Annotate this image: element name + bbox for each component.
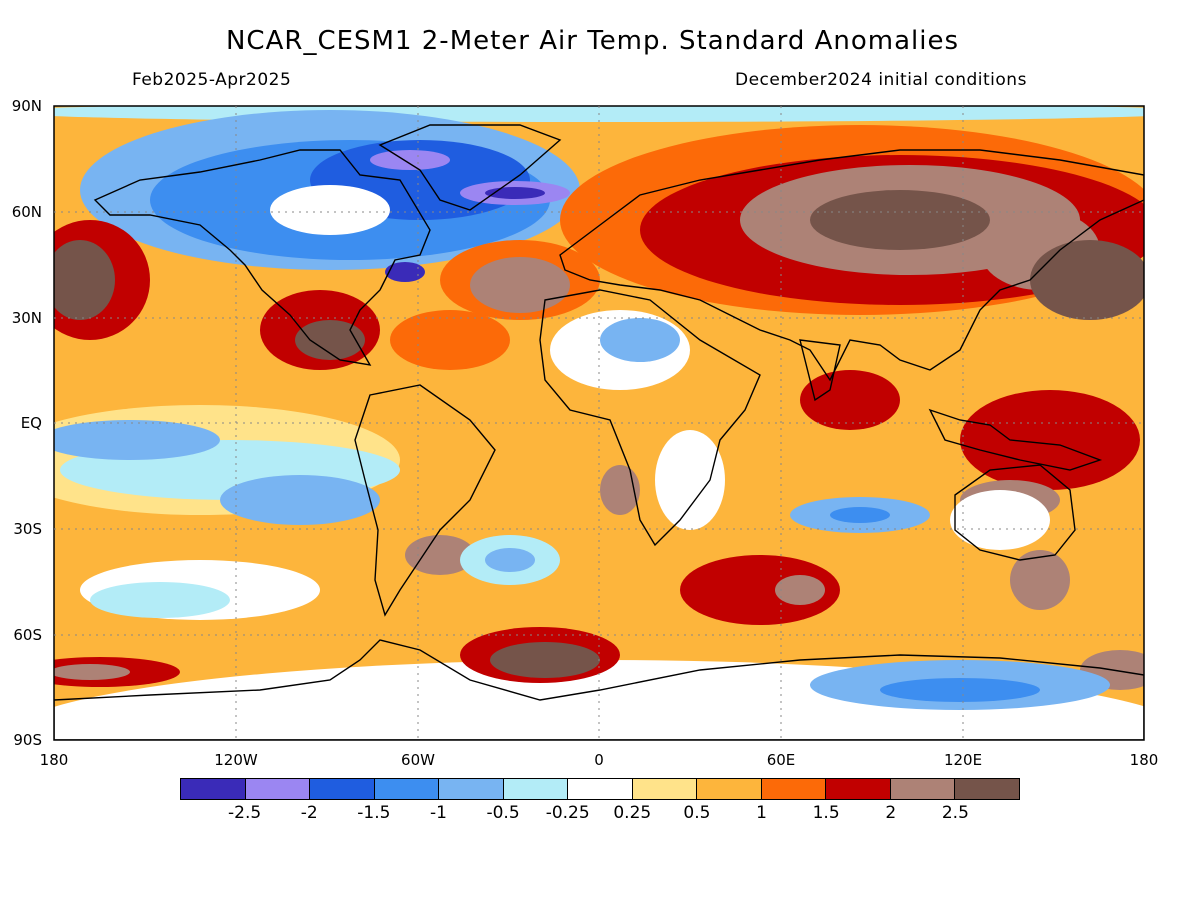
legend-tick-label: -2 (300, 803, 318, 823)
anomaly-field (54, 106, 1144, 740)
forecast-period: Feb2025-Apr2025 (132, 70, 292, 90)
lon-label: 0 (594, 751, 604, 769)
legend-tick-label: -0.25 (545, 803, 590, 823)
legend-swatch (761, 779, 827, 799)
lon-label: 60W (401, 751, 435, 769)
lat-label: 60S (13, 626, 42, 644)
lat-label: 60N (12, 203, 42, 221)
legend-swatch (310, 779, 375, 799)
legend-swatch (890, 779, 956, 799)
legend-tick-label: 0.5 (683, 803, 711, 823)
legend-swatch (374, 779, 440, 799)
lat-label: EQ (21, 414, 42, 432)
legend-tick-label: -0.5 (486, 803, 520, 823)
legend-swatch (632, 779, 698, 799)
legend-swatch (181, 779, 246, 799)
legend-tick-label: 1.5 (812, 803, 840, 823)
initial-conditions: December2024 initial conditions (735, 70, 1027, 90)
legend-tick-label: 1 (756, 803, 767, 823)
graticule (54, 106, 1144, 740)
lon-label: 180 (40, 751, 69, 769)
legend-swatch (439, 779, 504, 799)
color-legend (180, 778, 1020, 800)
legend-swatch (503, 779, 569, 799)
legend-tick-label: -1.5 (357, 803, 391, 823)
coastlines (54, 124, 1144, 740)
lon-label: 180 (1130, 751, 1159, 769)
latitude-labels: 90N 60N 30N EQ 30S 60S 90S (12, 97, 42, 749)
lon-label: 120W (214, 751, 258, 769)
lat-label: 30S (13, 520, 42, 538)
legend-tick-label: -2.5 (228, 803, 262, 823)
lat-label: 90S (13, 731, 42, 749)
lat-label: 30N (12, 309, 42, 327)
legend-tick-label: 0.25 (613, 803, 652, 823)
lon-label: 60E (767, 751, 796, 769)
lat-label: 90N (12, 97, 42, 115)
legend-tick-label: 2.5 (941, 803, 969, 823)
legend-swatch (568, 779, 633, 799)
longitude-labels: 180 120W 60W 0 60E 120E 180 (40, 751, 1159, 769)
legend-tick-label: -1 (429, 803, 447, 823)
legend-swatch (826, 779, 891, 799)
map-title: NCAR_CESM1 2-Meter Air Temp. Standard An… (225, 26, 960, 56)
legend-swatch (697, 779, 762, 799)
legend-tick-label: 2 (885, 803, 897, 823)
legend-swatch (245, 779, 311, 799)
legend-swatch (955, 779, 1019, 799)
lon-label: 120E (944, 751, 982, 769)
